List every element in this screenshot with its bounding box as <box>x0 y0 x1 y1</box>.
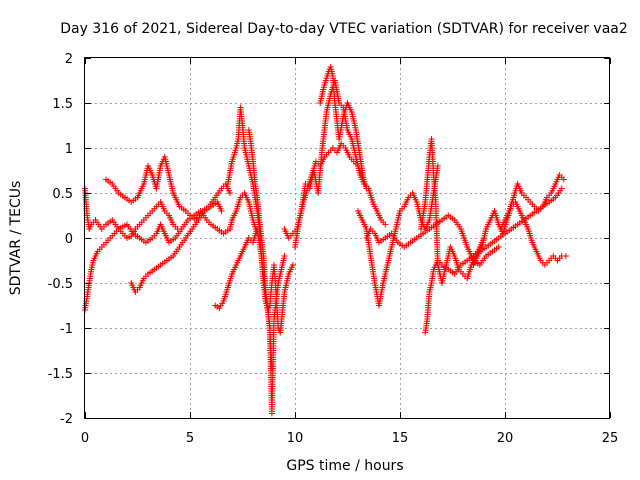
series-markers <box>363 212 502 268</box>
y-tick-label: -1 <box>60 322 73 337</box>
y-tick-label: 0 <box>65 232 73 247</box>
series-markers <box>245 127 275 372</box>
x-axis-ticks: 0 5 10 15 20 25 <box>81 58 618 446</box>
y-tick-label: -2 <box>60 412 73 427</box>
series-7 <box>245 127 275 372</box>
x-tick-label: 15 <box>392 431 409 446</box>
y-tick-label: 1 <box>65 142 73 157</box>
series-12 <box>363 212 502 268</box>
y-tick-label: 2 <box>65 52 73 67</box>
x-tick-label: 10 <box>287 431 304 446</box>
x-axis-label: GPS time / hours <box>286 458 403 474</box>
series-10 <box>292 140 370 250</box>
grid <box>85 58 610 418</box>
series-markers <box>317 64 389 228</box>
y-tick-label: -1.5 <box>48 367 73 382</box>
x-tick-label: 0 <box>81 431 89 446</box>
y-axis-label: SDTVAR / TECUs <box>8 181 24 296</box>
y-axis-ticks: -2 -1.5 -1 -0.5 0 0.5 1 1.5 2 <box>48 52 610 427</box>
series-3 <box>103 154 233 223</box>
series-markers <box>418 136 487 286</box>
y-tick-label: 1.5 <box>52 97 73 112</box>
series-markers <box>292 140 370 250</box>
chart-title: Day 316 of 2021, Sidereal Day-to-day VTE… <box>60 21 628 37</box>
y-tick-label: 0.5 <box>52 187 73 202</box>
series-16 <box>497 172 567 232</box>
x-tick-label: 20 <box>497 431 514 446</box>
series-markers <box>128 199 225 295</box>
y-tick-label: -0.5 <box>48 277 73 292</box>
series-13 <box>418 136 487 286</box>
series-4 <box>128 199 225 295</box>
x-tick-label: 25 <box>602 431 619 446</box>
x-tick-label: 5 <box>186 431 194 446</box>
series-markers <box>103 154 233 223</box>
data-points <box>82 64 569 417</box>
series-markers <box>497 172 567 232</box>
series-9 <box>317 64 389 228</box>
